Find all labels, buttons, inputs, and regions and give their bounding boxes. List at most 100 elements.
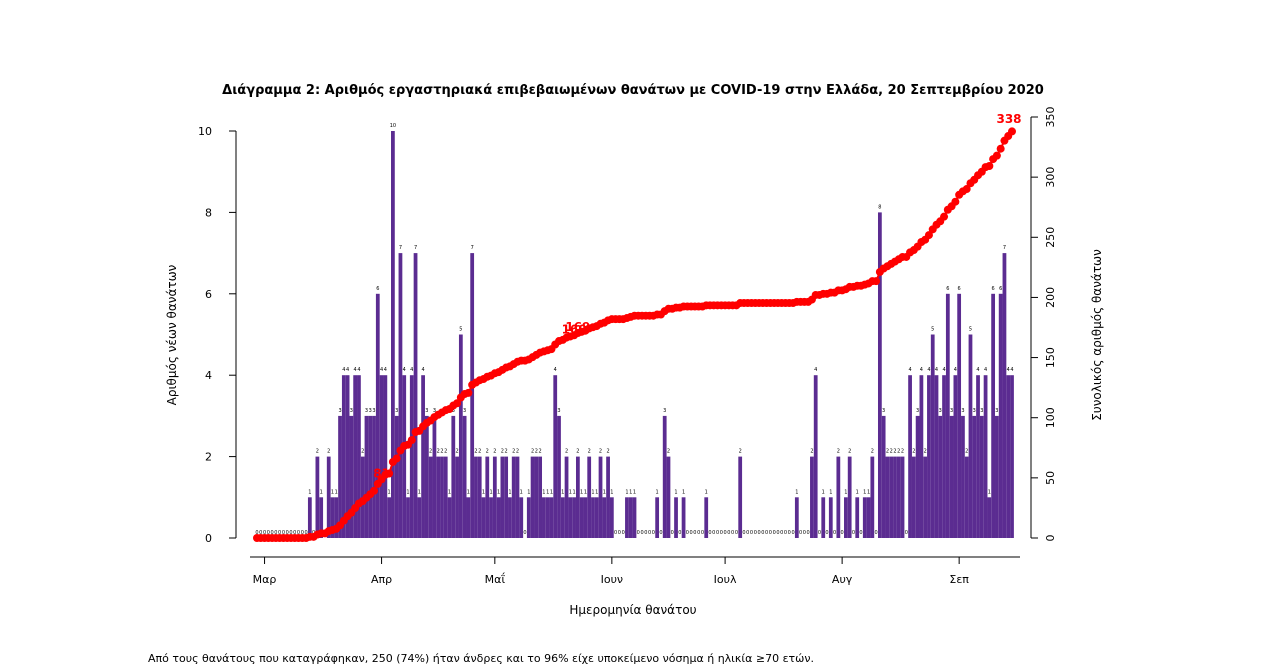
bar (968, 334, 973, 538)
bar-label: 2 (901, 449, 904, 455)
bar-label: 0 (640, 530, 643, 536)
bar-label: 2 (539, 449, 542, 455)
bar (341, 375, 346, 538)
x-axis: Μαρ Απρ Μαΐ Ιουν Ιουλ Αυγ Σεπ (250, 556, 1020, 586)
bar (885, 456, 890, 538)
bar-label: 2 (327, 449, 330, 455)
bar (666, 456, 671, 538)
bar-label: 4 (384, 367, 387, 373)
bar (334, 497, 339, 538)
bar (481, 497, 486, 538)
bar-label: 0 (297, 530, 300, 536)
bar (987, 497, 992, 538)
bar-label: 4 (908, 367, 911, 373)
bar-label: 2 (897, 449, 900, 455)
bar (372, 415, 376, 538)
left-tick-label: 10 (198, 125, 212, 138)
bar (628, 497, 633, 538)
bar-label: 1 (467, 489, 470, 495)
bar-label: 1 (867, 489, 870, 495)
bar-label: 2 (478, 449, 481, 455)
bar (353, 375, 358, 538)
bar-label: 2 (606, 449, 609, 455)
bar-label: 1 (418, 489, 421, 495)
bar-label: 4 (976, 367, 979, 373)
bar-label: 4 (357, 367, 360, 373)
bar-label: 0 (825, 530, 828, 536)
bar (364, 415, 369, 538)
cumulative-point (407, 436, 416, 445)
right-tick-label: 300 (1044, 167, 1057, 188)
x-tick-label: Μαρ (253, 573, 277, 586)
bar-label: 0 (697, 530, 700, 536)
bar-label: 2 (837, 449, 840, 455)
cumulative-point (992, 151, 1001, 160)
bar-label: 0 (724, 530, 727, 536)
bar-label: 0 (765, 530, 768, 536)
bar-label: 2 (576, 449, 579, 455)
bar-label: 2 (599, 449, 602, 455)
bar-label: 2 (516, 449, 519, 455)
bar (583, 497, 588, 538)
bar (417, 497, 422, 538)
bar-label: 0 (727, 530, 730, 536)
bar-label: 1 (561, 489, 564, 495)
bar-label: 1 (308, 489, 311, 495)
bar-label: 1 (656, 489, 659, 495)
bar-label: 4 (942, 367, 945, 373)
bar-label: 3 (980, 408, 983, 414)
bar-label: 1 (988, 489, 991, 495)
bar (866, 497, 871, 538)
bar (579, 497, 584, 538)
bar (379, 375, 384, 538)
bar (315, 456, 320, 538)
bar-label: 1 (822, 489, 825, 495)
bar-label: 1 (489, 489, 492, 495)
bar (930, 334, 935, 538)
bar (391, 131, 395, 538)
bar (530, 456, 535, 538)
right-tick-label: 250 (1044, 227, 1057, 248)
bar-label: 0 (637, 530, 640, 536)
bar-label: 1 (844, 489, 847, 495)
bar (662, 415, 667, 538)
bar-label: 0 (780, 530, 783, 536)
bar (511, 456, 516, 538)
bar-label: 2 (444, 449, 447, 455)
bar-label: 4 (954, 367, 957, 373)
bar-label: 2 (361, 449, 364, 455)
bar-label: 1 (625, 489, 628, 495)
bar (575, 456, 580, 538)
bar-label: 4 (920, 367, 923, 373)
bar-label: 0 (852, 530, 855, 536)
daily-deaths-bars (307, 131, 1014, 538)
bar-label: 0 (267, 530, 270, 536)
bar-label: 4 (346, 367, 349, 373)
x-axis-label: Ημερομηνία θανάτου (569, 603, 696, 617)
bar-label: 1 (542, 489, 545, 495)
cumulative-point (453, 399, 462, 408)
bar (934, 375, 939, 538)
bar-label: 0 (750, 530, 753, 536)
bar-label: 1 (546, 489, 549, 495)
bar-label: 4 (1007, 367, 1010, 373)
bar (855, 497, 860, 538)
cumulative-point (1008, 127, 1016, 136)
bar-label: 0 (712, 530, 715, 536)
bar (674, 497, 678, 538)
bar (466, 497, 471, 538)
bar (915, 415, 920, 538)
bar-label: 1 (856, 489, 859, 495)
bar (500, 456, 505, 538)
bar (319, 497, 324, 538)
bar (810, 456, 814, 538)
left-tick-label: 2 (205, 451, 212, 464)
bar (609, 497, 614, 538)
chart-title: Διάγραμμα 2: Αριθμός εργαστηριακά επιβεβ… (222, 83, 1044, 98)
bar-label: 0 (274, 530, 277, 536)
bar-label: 1 (320, 489, 323, 495)
bar-label: 4 (554, 367, 557, 373)
bar (549, 497, 554, 538)
bar-label: 0 (799, 530, 802, 536)
bar (413, 253, 418, 538)
